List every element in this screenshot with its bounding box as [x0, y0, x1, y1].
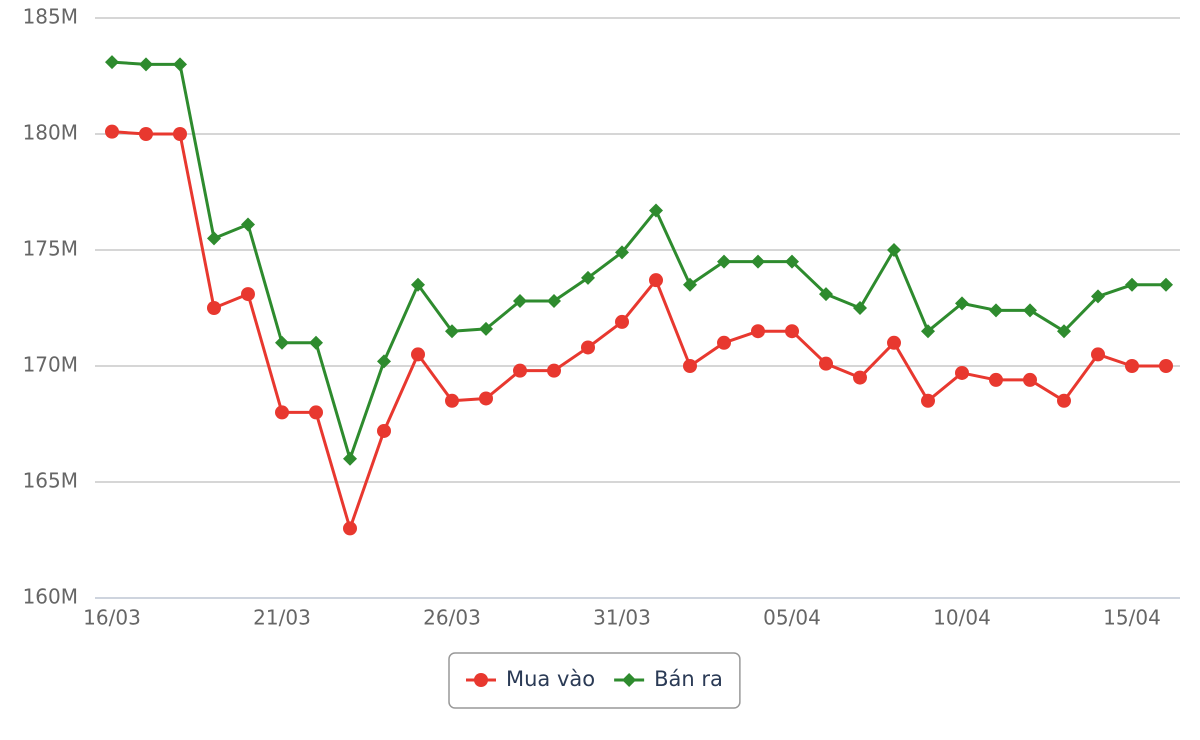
- point: [649, 273, 663, 288]
- point: [853, 301, 867, 315]
- series-line: [111, 60, 1166, 461]
- point: [1125, 277, 1139, 292]
- point: [819, 287, 833, 302]
- point: [819, 356, 833, 371]
- point: [1023, 372, 1037, 387]
- point: [207, 301, 221, 315]
- y-tick-label: 170M: [23, 353, 78, 377]
- point: [139, 127, 153, 141]
- point: [445, 324, 459, 339]
- legend-symbol: [474, 673, 488, 687]
- legend: Mua vào Bán ra: [448, 652, 741, 709]
- point: [887, 335, 901, 350]
- point: [1091, 347, 1105, 362]
- point: [479, 321, 493, 336]
- point: [479, 391, 493, 406]
- x-tick-label: 15/04: [1103, 606, 1161, 630]
- point: [683, 359, 697, 373]
- x-tick-label: 10/04: [933, 606, 991, 630]
- point: [105, 55, 119, 70]
- y-tick-label: 180M: [23, 121, 78, 145]
- point: [1091, 289, 1105, 304]
- point: [275, 335, 289, 350]
- point: [343, 451, 357, 466]
- point: [785, 324, 799, 339]
- point: [615, 245, 629, 260]
- point: [955, 296, 969, 311]
- legend-label: Bán ra: [654, 667, 723, 691]
- point: [309, 335, 323, 350]
- legend-symbol: [622, 673, 637, 687]
- point: [581, 270, 595, 285]
- legend-label: Mua vào: [506, 667, 595, 691]
- point: [1125, 359, 1139, 373]
- point: [343, 521, 357, 536]
- point: [513, 294, 527, 309]
- point: [717, 335, 731, 350]
- point: [1159, 359, 1173, 373]
- point: [547, 294, 561, 309]
- point: [377, 354, 391, 369]
- point: [751, 324, 765, 339]
- point: [785, 254, 799, 269]
- point: [105, 124, 119, 139]
- point: [513, 363, 527, 378]
- y-tick-label: 160M: [23, 585, 78, 609]
- y-tick-label: 165M: [23, 469, 78, 493]
- y-tick-label: 175M: [23, 237, 78, 261]
- point: [377, 423, 391, 438]
- point: [853, 370, 867, 385]
- point: [1159, 277, 1173, 292]
- x-tick-label: 16/03: [83, 606, 141, 630]
- point: [309, 405, 323, 420]
- point: [1057, 393, 1071, 408]
- point: [1057, 324, 1071, 339]
- point: [445, 393, 459, 408]
- point: [173, 57, 187, 72]
- point: [1023, 303, 1037, 318]
- point: [547, 363, 561, 378]
- point: [717, 254, 731, 269]
- point: [683, 277, 697, 292]
- legend-box: [448, 652, 741, 709]
- point: [241, 287, 255, 302]
- legend-item[interactable]: Bán ra: [614, 667, 723, 691]
- point: [241, 217, 255, 232]
- y-tick-label: 185M: [23, 5, 78, 29]
- point: [751, 254, 765, 269]
- point: [649, 203, 663, 218]
- legend-item[interactable]: Mua vào: [466, 667, 595, 691]
- point: [989, 303, 1003, 318]
- point: [411, 277, 425, 292]
- x-tick-label: 31/03: [593, 606, 651, 630]
- point: [581, 340, 595, 355]
- point: [921, 324, 935, 339]
- point: [989, 372, 1003, 387]
- point: [955, 365, 969, 380]
- x-tick-label: 26/03: [423, 606, 481, 630]
- point: [139, 57, 153, 72]
- point: [207, 231, 221, 246]
- point: [275, 405, 289, 420]
- point: [411, 347, 425, 362]
- x-tick-label: 21/03: [253, 606, 311, 630]
- x-tick-label: 05/04: [763, 606, 821, 630]
- point: [173, 127, 187, 141]
- point: [887, 243, 901, 257]
- point: [921, 393, 935, 408]
- point: [615, 314, 629, 329]
- series-line: [111, 130, 1166, 530]
